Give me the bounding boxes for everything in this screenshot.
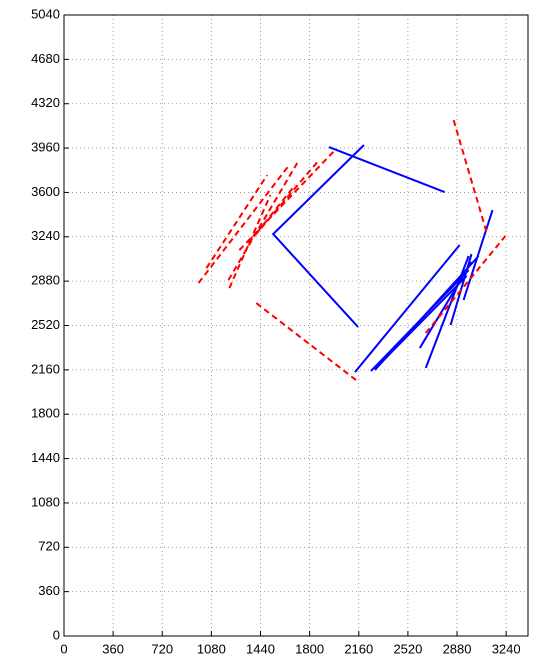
x-tick-label: 360 — [102, 641, 124, 656]
y-tick-label: 2520 — [31, 317, 60, 332]
line-segment — [256, 184, 296, 233]
x-tick-label: 1080 — [197, 641, 226, 656]
line-segment — [197, 164, 290, 284]
plot-frame — [63, 14, 529, 637]
line-segment — [424, 255, 470, 369]
line-segment — [247, 159, 320, 244]
x-tick-label: 2160 — [344, 641, 373, 656]
line-segment — [378, 275, 468, 366]
y-tick-label: 360 — [38, 583, 60, 598]
x-tick-label: 3240 — [492, 641, 521, 656]
x-tick-label: 0 — [60, 641, 67, 656]
y-tick-label: 1080 — [31, 494, 60, 509]
x-tick-label: 2520 — [393, 641, 422, 656]
line-segment — [328, 146, 445, 193]
y-tick-label: 4320 — [31, 95, 60, 110]
y-tick-label: 4680 — [31, 51, 60, 66]
x-tick-label: 1800 — [295, 641, 324, 656]
line-segment — [255, 302, 357, 381]
y-tick-label: 1440 — [31, 450, 60, 465]
y-tick-label: 1800 — [31, 406, 60, 421]
line-segment — [425, 235, 507, 334]
y-tick-label: 720 — [38, 539, 60, 554]
x-tick-label: 1440 — [246, 641, 275, 656]
y-tick-label: 2160 — [31, 361, 60, 376]
y-tick-label: 2880 — [31, 273, 60, 288]
y-tick-label: 3600 — [31, 184, 60, 199]
line-segment — [449, 253, 473, 326]
x-tick-label: 720 — [151, 641, 173, 656]
y-tick-label: 5040 — [31, 6, 60, 21]
line-segment — [354, 244, 461, 373]
y-tick-label: 3240 — [31, 228, 60, 243]
y-tick-label: 3960 — [31, 140, 60, 155]
line-segment — [462, 209, 494, 301]
line-segment — [205, 174, 269, 269]
line-segment — [227, 162, 299, 281]
y-tick-label: 0 — [53, 627, 60, 642]
line-segment — [418, 261, 473, 349]
x-tick-label: 2880 — [443, 641, 472, 656]
line-segment — [271, 144, 365, 328]
